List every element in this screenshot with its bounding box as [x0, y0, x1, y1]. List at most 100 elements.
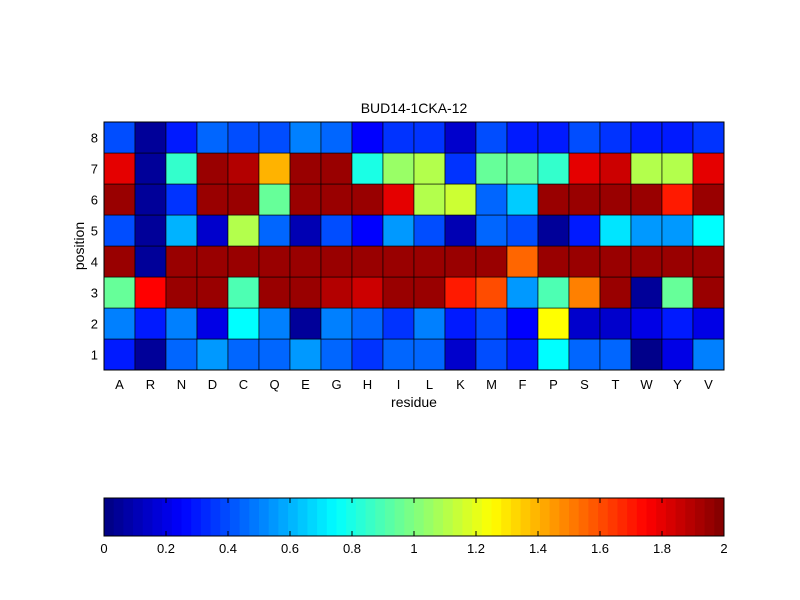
colorbar-tick-label: 0.2: [157, 541, 175, 556]
colorbar-segment: [501, 498, 512, 536]
x-tick-label: Y: [673, 377, 682, 392]
heatmap-cell: [351, 307, 384, 340]
heatmap-cell: [661, 214, 694, 247]
colorbar-ticks: 0 0.2 0.4 0.6 0.8 1 1.2 1.4 1.6 1.8 2: [100, 498, 728, 556]
colorbar-segment: [365, 498, 376, 536]
heatmap-cell: [165, 338, 198, 371]
colorbar-segment: [656, 498, 667, 536]
y-tick-label: 5: [91, 224, 98, 239]
colorbar-segment: [472, 498, 483, 536]
heatmap-cell: [134, 214, 167, 247]
heatmap-cell: [599, 307, 632, 340]
heatmap-cell: [692, 338, 725, 371]
heatmap-cell: [537, 307, 570, 340]
heatmap-cell: [320, 152, 353, 185]
heatmap-cell: [475, 214, 508, 247]
heatmap-cell: [506, 152, 539, 185]
colorbar-segment: [171, 498, 182, 536]
colorbar-segment: [704, 498, 715, 536]
colorbar-tick-label: 0.8: [343, 541, 361, 556]
heatmap-cell: [661, 121, 694, 154]
heatmap-cell: [227, 152, 260, 185]
heatmap-cell: [196, 307, 229, 340]
heatmap-cell: [258, 307, 291, 340]
colorbar-segment: [133, 498, 144, 536]
colorbar-segment: [259, 498, 270, 536]
heatmap-cell: [692, 214, 725, 247]
x-tick-label: H: [363, 377, 372, 392]
chart-title: BUD14-1CKA-12: [361, 100, 468, 116]
colorbar-segment: [714, 498, 725, 536]
colorbar-segment: [588, 498, 599, 536]
heatmap-cell: [630, 245, 663, 278]
colorbar-segment: [404, 498, 415, 536]
heatmap-cell: [413, 183, 446, 216]
heatmap-cell: [568, 183, 601, 216]
x-tick-label: G: [331, 377, 341, 392]
heatmap-cell: [444, 214, 477, 247]
colorbar-segment: [317, 498, 328, 536]
heatmap-cell: [630, 152, 663, 185]
y-tick-label: 8: [91, 131, 98, 146]
heatmap-cell: [382, 307, 415, 340]
heatmap-cell: [227, 183, 260, 216]
heatmap-cell: [568, 338, 601, 371]
heatmap-cell: [103, 245, 136, 278]
colorbar-segment: [181, 498, 192, 536]
heatmap-cell: [289, 183, 322, 216]
heatmap-cell: [444, 338, 477, 371]
x-tick-label: P: [549, 377, 558, 392]
heatmap-cells: [103, 121, 725, 371]
heatmap-cell: [289, 152, 322, 185]
colorbar-tick-label: 0.4: [219, 541, 237, 556]
heatmap-cell: [134, 276, 167, 309]
heatmap-cell: [134, 338, 167, 371]
heatmap-cell: [382, 338, 415, 371]
heatmap-cell: [227, 214, 260, 247]
heatmap-cell: [475, 338, 508, 371]
x-tick-label: L: [426, 377, 433, 392]
colorbar-segment: [355, 498, 367, 536]
heatmap-cell: [165, 121, 198, 154]
heatmap-cell: [537, 245, 570, 278]
heatmap-cell: [165, 214, 198, 247]
heatmap-cell: [320, 307, 353, 340]
heatmap-cell: [506, 276, 539, 309]
heatmap-cell: [351, 152, 384, 185]
heatmap-cell: [351, 245, 384, 278]
heatmap-cell: [258, 121, 291, 154]
heatmap-cell: [506, 183, 539, 216]
colorbar-tick-label: 0.6: [281, 541, 299, 556]
x-tick-label: E: [301, 377, 310, 392]
y-tick-label: 6: [91, 193, 98, 208]
heatmap-cell: [475, 307, 508, 340]
colorbar-segment: [636, 498, 647, 536]
heatmap-cell: [103, 183, 136, 216]
colorbar-segment: [191, 498, 202, 536]
colorbar-segment: [239, 498, 250, 536]
heatmap-cell: [599, 276, 632, 309]
heatmap-cell: [227, 338, 260, 371]
heatmap-cell: [599, 214, 632, 247]
heatmap-cell: [258, 338, 291, 371]
colorbar-segment: [162, 498, 173, 536]
colorbar-segment: [520, 498, 531, 536]
x-tick-label: K: [456, 377, 465, 392]
y-tick-label: 1: [91, 348, 98, 363]
x-axis-label: residue: [391, 394, 437, 410]
heatmap-cell: [258, 276, 291, 309]
heatmap-cell: [227, 121, 260, 154]
heatmap-cell: [661, 245, 694, 278]
heatmap-cell: [134, 121, 167, 154]
heatmap-cell: [444, 307, 477, 340]
colorbar-segment: [200, 498, 212, 536]
x-tick-label: I: [397, 377, 401, 392]
heatmap-cell: [475, 183, 508, 216]
colorbar-tick-label: 1.6: [591, 541, 609, 556]
heatmap-cell: [196, 276, 229, 309]
heatmap-cell: [692, 183, 725, 216]
heatmap-cell: [103, 152, 136, 185]
colorbar-segment: [142, 498, 153, 536]
